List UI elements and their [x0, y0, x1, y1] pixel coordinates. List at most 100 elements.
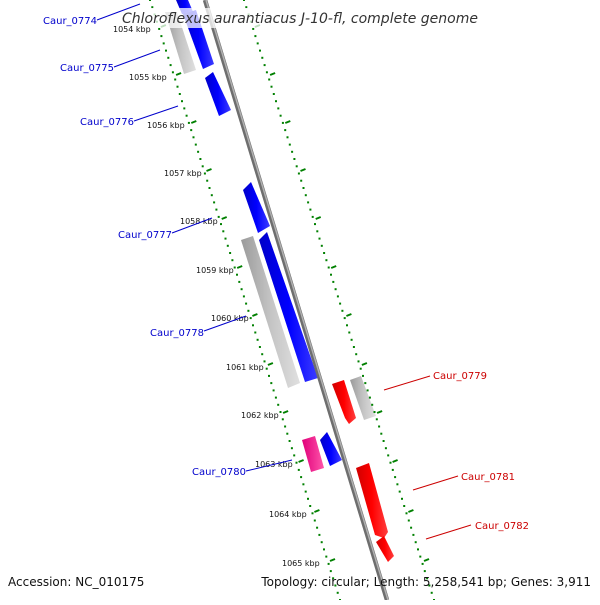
tick-label-1065: 1065 kbp — [282, 559, 320, 568]
scale-dot — [320, 541, 323, 544]
scale-dot — [210, 194, 213, 197]
scale-dot — [284, 425, 287, 428]
scale-dot — [222, 230, 225, 233]
scale-dot — [220, 223, 222, 226]
accession-text: Accession: NC_010175 — [8, 575, 144, 589]
scale-dot — [304, 194, 307, 197]
scale-dot — [281, 418, 284, 421]
scale-dot — [254, 35, 257, 38]
scale-dot — [334, 288, 337, 291]
tick-label-1064: 1064 kbp — [269, 510, 307, 519]
scale-tick — [329, 558, 336, 562]
scale-dot — [293, 454, 296, 457]
scale-tick — [284, 120, 291, 124]
scale-dot — [190, 129, 193, 132]
tick-label-1054: 1054 kbp — [113, 25, 151, 34]
scale-dot — [412, 533, 415, 536]
tick-label-1055: 1055 kbp — [129, 73, 167, 82]
scale-dot — [423, 570, 426, 573]
gene-label-caur-0774[interactable]: Caur_0774 — [43, 16, 97, 27]
tick-label-1056: 1056 kbp — [147, 121, 185, 130]
gene-label-caur-0782[interactable]: Caur_0782 — [475, 521, 529, 532]
scale-dot — [270, 382, 273, 385]
gene-label-caur-0781[interactable]: Caur_0781 — [461, 472, 515, 483]
gene-feature-caur-0776[interactable] — [205, 72, 231, 116]
scale-dot — [430, 591, 433, 594]
scale-dot — [187, 121, 190, 124]
scale-dot — [192, 136, 195, 139]
scale-dot — [233, 266, 236, 269]
leader-caur-0780 — [245, 459, 293, 472]
scale-dot — [398, 490, 401, 493]
gene-label-caur-0777[interactable]: Caur_0777 — [118, 230, 172, 241]
scale-dot — [256, 338, 259, 341]
scale-dot — [329, 570, 332, 573]
scale-dot — [247, 309, 250, 312]
scale-dot — [252, 27, 255, 30]
scale-dot — [174, 78, 177, 81]
scale-dot — [165, 49, 167, 52]
scale-dot — [318, 533, 321, 536]
scale-dot — [270, 85, 273, 88]
scale-tick — [376, 410, 383, 414]
scale-dot — [368, 396, 371, 399]
scale-dot — [162, 42, 165, 45]
tick-label-1062: 1062 kbp — [241, 411, 279, 420]
scale-tick — [190, 120, 197, 124]
gene-feature-caur-0781[interactable] — [356, 463, 388, 538]
gray-feature-right — [350, 376, 376, 420]
scale-dot — [240, 288, 243, 291]
scale-dot — [263, 64, 266, 67]
gene-label-caur-0776[interactable]: Caur_0776 — [80, 117, 134, 128]
scale-dot — [311, 512, 314, 515]
scale-dot — [341, 309, 344, 312]
tick-label-1058: 1058 kbp — [180, 217, 218, 226]
gene-feature-caur-0782[interactable] — [376, 536, 394, 562]
scale-dot — [313, 519, 316, 522]
scale-dot — [302, 483, 305, 486]
gene-feature-caur-0779[interactable] — [332, 380, 356, 424]
scale-dot — [318, 237, 321, 240]
scale-dot — [307, 497, 309, 500]
scale-dot — [426, 577, 429, 580]
scale-dot — [208, 187, 211, 189]
scale-dot — [311, 215, 314, 218]
scale-dot — [259, 49, 261, 52]
gene-feature-caur-0778[interactable] — [259, 232, 318, 382]
scale-dot — [295, 165, 298, 168]
scale-dot — [327, 562, 330, 565]
scale-dot — [316, 230, 319, 233]
gene-label-caur-0775[interactable]: Caur_0775 — [60, 63, 114, 74]
leader-caur-0776 — [133, 105, 179, 122]
scale-dot — [252, 324, 254, 327]
scale-dot — [286, 136, 289, 139]
gene-feature-caur-0780[interactable] — [320, 432, 342, 466]
scale-dot — [387, 454, 390, 457]
scale-dot — [309, 208, 312, 211]
backbone — [202, 0, 390, 601]
scale-dot — [288, 440, 291, 442]
leader-caur-0777 — [171, 217, 213, 234]
scale-tick — [269, 72, 276, 76]
scale-dot — [199, 158, 202, 160]
gene-feature-caur-0777[interactable] — [243, 182, 270, 233]
scale-dot — [201, 165, 204, 168]
title-group: Chloroflexus aurantiacus J-10-fl, comple… — [118, 8, 480, 28]
gene-label-caur-0780[interactable]: Caur_0780 — [192, 467, 246, 478]
scale-dot — [236, 273, 238, 276]
scale-tick — [315, 216, 322, 220]
scale-dot — [158, 27, 161, 30]
scale-dot — [307, 201, 310, 204]
gene-label-caur-0778[interactable]: Caur_0778 — [150, 328, 204, 339]
scale-dot — [428, 584, 431, 587]
scale-dot — [316, 526, 319, 529]
scale-dot — [362, 374, 364, 377]
scale-dot — [336, 591, 339, 594]
scale-dot — [284, 129, 287, 132]
scale-dot — [185, 114, 188, 117]
scale-dot — [293, 158, 296, 160]
gene-label-caur-0779[interactable]: Caur_0779 — [433, 371, 487, 382]
scale-dot — [323, 548, 325, 551]
scale-dot — [350, 338, 353, 341]
gray-feature-long — [241, 236, 300, 388]
